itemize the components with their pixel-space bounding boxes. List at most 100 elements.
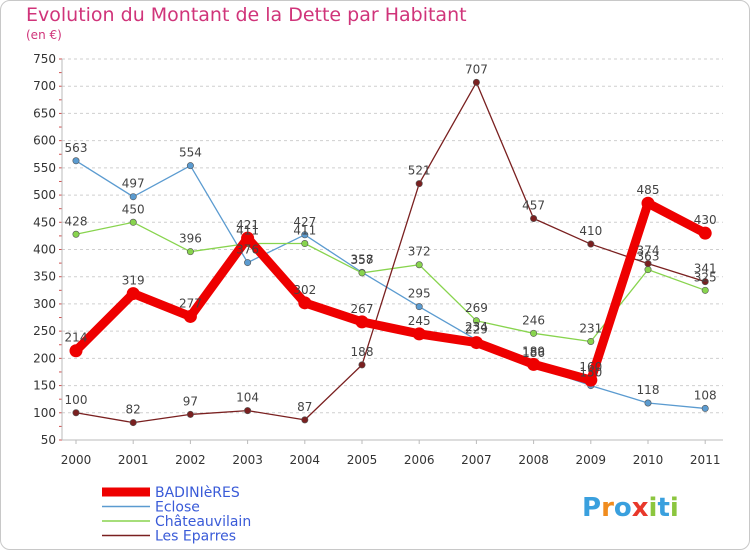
data-label-ch-teauvilain: 357 <box>351 253 374 267</box>
y-tick-label: 200 <box>33 351 56 365</box>
legend-label-eclose: Eclose <box>155 500 200 516</box>
data-label-eclose: 358 <box>351 252 374 266</box>
data-point-eclose <box>644 399 652 407</box>
x-tick-label: 2005 <box>347 453 378 467</box>
data-label-eclose: 150 <box>579 366 602 380</box>
data-point-les-eparres <box>472 78 480 86</box>
chart-subtitle: (en €) <box>26 28 62 42</box>
data-label-badini-res: 302 <box>293 283 316 297</box>
data-label-badini-res: 421 <box>236 218 259 232</box>
data-label-eclose: 295 <box>408 287 431 301</box>
y-tick-label: 550 <box>33 161 56 175</box>
chart-title: Evolution du Montant de la Dette par Hab… <box>26 4 467 26</box>
data-label-eclose: 186 <box>522 346 545 360</box>
x-tick-label: 2008 <box>518 453 549 467</box>
data-point-ch-teauvilain <box>530 329 538 337</box>
x-tick-label: 2006 <box>404 453 435 467</box>
data-label-les-eparres: 341 <box>694 262 717 276</box>
y-tick-label: 450 <box>33 215 56 229</box>
data-label-eclose: 118 <box>637 383 660 397</box>
data-point-eclose <box>72 157 80 165</box>
data-point-ch-teauvilain <box>701 286 709 294</box>
data-point-eclose <box>415 303 423 311</box>
data-label-les-eparres: 410 <box>579 224 602 238</box>
y-tick-label: 750 <box>33 52 56 66</box>
data-label-ch-teauvilain: 325 <box>694 270 717 284</box>
x-tick-label: 2010 <box>633 453 664 467</box>
data-point-ch-teauvilain <box>129 218 137 226</box>
data-point-les-eparres <box>244 407 252 415</box>
data-point-badini-res <box>698 226 712 240</box>
data-label-ch-teauvilain: 231 <box>579 321 602 335</box>
data-label-eclose: 563 <box>65 141 88 155</box>
data-label-ch-teauvilain: 372 <box>408 245 431 259</box>
legend-label-badini-res: BADINIèRES <box>155 485 240 501</box>
data-point-les-eparres <box>72 409 80 417</box>
data-label-les-eparres: 100 <box>65 393 88 407</box>
data-label-eclose: 108 <box>694 388 717 402</box>
data-label-badini-res: 160 <box>579 360 602 374</box>
data-label-les-eparres: 104 <box>236 391 259 405</box>
data-point-ch-teauvilain <box>358 269 366 277</box>
y-tick-label: 250 <box>33 324 56 338</box>
data-point-ch-teauvilain <box>587 337 595 345</box>
data-point-les-eparres <box>701 278 709 286</box>
data-point-les-eparres <box>301 416 309 424</box>
x-tick-label: 2011 <box>690 453 721 467</box>
data-label-eclose: 554 <box>179 146 202 160</box>
data-point-badini-res <box>641 196 655 210</box>
data-point-les-eparres <box>644 260 652 268</box>
data-label-les-eparres: 87 <box>297 400 312 414</box>
data-label-les-eparres: 521 <box>408 164 431 178</box>
data-label-ch-teauvilain: 363 <box>637 250 660 264</box>
data-point-ch-teauvilain <box>72 230 80 238</box>
data-point-eclose <box>129 193 137 201</box>
data-label-badini-res: 267 <box>351 302 374 316</box>
data-point-eclose <box>701 404 709 412</box>
data-point-eclose <box>186 162 194 170</box>
data-labels-layer: 214 319 277 421 302 267 245 229 189 160 485 430 563 4… <box>65 62 717 416</box>
data-label-badini-res: 277 <box>179 296 202 310</box>
x-tick-label: 2002 <box>175 453 206 467</box>
data-point-les-eparres <box>129 419 137 427</box>
data-label-badini-res: 229 <box>465 323 488 337</box>
data-point-badini-res <box>412 327 426 341</box>
y-tick-label: 50 <box>41 433 56 447</box>
y-tick-label: 100 <box>33 406 56 420</box>
data-point-badini-res <box>298 296 312 310</box>
y-tick-label: 150 <box>33 379 56 393</box>
series-line-eclose <box>75 160 706 410</box>
data-point-badini-res <box>126 287 140 301</box>
data-label-badini-res: 430 <box>694 213 717 227</box>
data-label-ch-teauvilain: 411 <box>236 224 259 238</box>
legend-label-ch-teauvilain: Châteauvilain <box>155 514 251 530</box>
series-line-les-eparres <box>75 81 706 424</box>
series-line-ch-teauvilain <box>75 221 706 343</box>
proxiti-logo: Proxiti <box>582 493 679 523</box>
data-point-eclose <box>244 259 252 267</box>
data-point-badini-res <box>584 373 598 387</box>
data-label-les-eparres: 82 <box>126 403 141 417</box>
data-label-eclose: 376 <box>236 243 259 257</box>
data-point-les-eparres <box>186 410 194 418</box>
x-tick-label: 2001 <box>118 453 149 467</box>
data-point-eclose <box>301 231 309 239</box>
x-tick-label: 2007 <box>461 453 492 467</box>
data-label-ch-teauvilain: 411 <box>293 224 316 238</box>
x-tick-label: 2000 <box>61 453 92 467</box>
data-point-badini-res <box>241 231 255 245</box>
data-point-badini-res <box>469 336 483 350</box>
grid <box>62 58 723 441</box>
data-label-badini-res: 245 <box>408 314 431 328</box>
data-point-ch-teauvilain <box>186 248 194 256</box>
data-point-ch-teauvilain <box>472 317 480 325</box>
data-label-ch-teauvilain: 246 <box>522 313 545 327</box>
data-label-badini-res: 485 <box>637 183 660 197</box>
svg-text:Proxiti: Proxiti <box>582 493 679 523</box>
data-label-eclose: 427 <box>293 215 316 229</box>
data-label-les-eparres: 374 <box>637 244 660 258</box>
y-tick-label: 500 <box>33 188 56 202</box>
y-tick-label: 400 <box>33 243 56 257</box>
